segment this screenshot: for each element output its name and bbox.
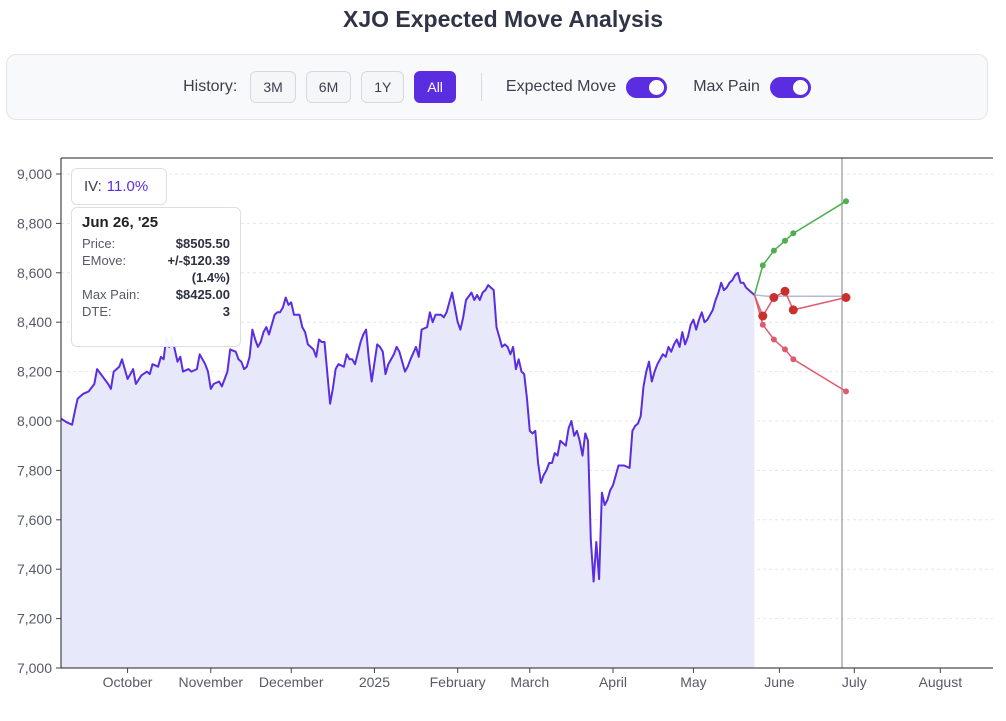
x-tick-label: May [680,674,706,690]
tooltip-price-value: $8505.50 [175,236,230,251]
page-title: XJO Expected Move Analysis [342,6,663,32]
toggle-knob [792,79,808,95]
x-tick-label: November [178,674,243,690]
price-area [60,271,756,668]
history-label: History: [183,78,238,95]
history-all-button[interactable]: All [414,71,456,103]
lower-expected-move-point [770,336,777,343]
tooltip-dte-value: 3 [222,304,230,319]
max-pain-label: Max Pain [693,78,760,95]
tooltip-emove-pct: (1.4%) [191,270,230,285]
tooltip-dte-label: DTE: [82,304,112,319]
expected-move-toggle[interactable] [626,76,668,98]
upper-expected-move-point [843,198,849,205]
y-tick-label: 8,600 [17,265,52,281]
y-tick-label: 8,000 [17,413,52,429]
history-3m-button[interactable]: 3M [250,71,296,103]
data-tooltip: Jun 26, '25 Price: $8505.50 EMove: +/-$1… [71,207,241,347]
upper-expected-move-point [782,237,788,244]
history-6m-button[interactable]: 6M [305,71,352,103]
upper-expected-move-point [770,247,777,254]
y-tick-label: 7,400 [17,561,52,577]
y-tick-label: 7,200 [17,611,52,627]
tooltip-dte-row: DTE: 3 [82,303,230,320]
chart-controls: History: 3M 6M 1Y All Expected Move Max … [6,54,988,120]
y-axis-ticks: 7,000 7,200 7,400 7,600 7,800 8,000 8,200 8,400… [17,166,61,676]
x-tick-label: March [510,674,549,690]
price-line [60,271,756,583]
y-tick-label: 7,600 [17,512,52,528]
lower-expected-move-line [753,294,847,393]
x-tick-label: April [599,674,627,690]
tooltip-price-label: Price: [82,236,116,251]
toggle-knob [649,79,665,95]
x-tick-label: October [103,674,153,690]
y-tick-label: 7,000 [17,660,52,676]
x-tick-label: December [259,674,324,690]
tooltip-date: Jun 26, '25 [82,214,159,231]
x-axis-ticks: October November December 2025 February March… [103,668,963,690]
grid-lines [61,173,993,620]
tooltip-maxpain-row: Max Pain: $8425.00 [82,286,230,303]
max-pain-toggle[interactable] [769,76,811,98]
projection-layer [753,158,851,668]
max-pain-point [769,293,779,302]
expected-move-label: Expected Move [505,78,617,95]
tooltip-maxpain-label: Max Pain: [82,287,140,302]
y-tick-label: 8,800 [17,215,52,231]
y-tick-label: 8,400 [17,314,52,330]
tooltip-emove-value: +/-$120.39 [167,253,230,268]
y-tick-label: 9,000 [17,166,52,182]
lower-expected-move-point [759,321,766,328]
lower-expected-move-point [790,356,797,363]
tooltip-maxpain-value: $8425.00 [175,287,230,302]
y-tick-label: 7,800 [17,462,52,478]
max-pain-point [841,293,851,302]
iv-indicator: IV: 11.0% [71,168,167,205]
history-1y-button[interactable]: 1Y [361,71,405,103]
x-tick-label: February [430,674,486,690]
toolbar-divider [480,73,482,101]
x-tick-label: 2025 [359,674,390,690]
price-area-fill [61,272,755,668]
lower-expected-move-point [782,346,788,353]
x-tick-label: August [919,674,963,690]
max-pain-line [753,290,847,318]
max-pain-point [758,311,768,321]
iv-value: 11.0% [106,178,149,195]
max-pain-point [780,286,790,296]
upper-expected-move-point [759,262,766,269]
axes [60,157,993,669]
x-tick-label: June [764,674,795,690]
tooltip-emove-row: EMove: +/-$120.39 [82,252,230,269]
price-projection-line [754,294,846,298]
iv-label: IV: [84,178,102,195]
y-tick-label: 8,200 [17,364,52,380]
tooltip-price-row: Price: $8505.50 [82,235,230,252]
upper-expected-move-line [753,200,847,296]
upper-expected-move-point [790,230,797,237]
tooltip-emove-label: EMove: [82,253,127,268]
max-pain-point [788,305,798,315]
x-tick-label: July [842,674,867,690]
lower-expected-move-point [843,388,849,395]
